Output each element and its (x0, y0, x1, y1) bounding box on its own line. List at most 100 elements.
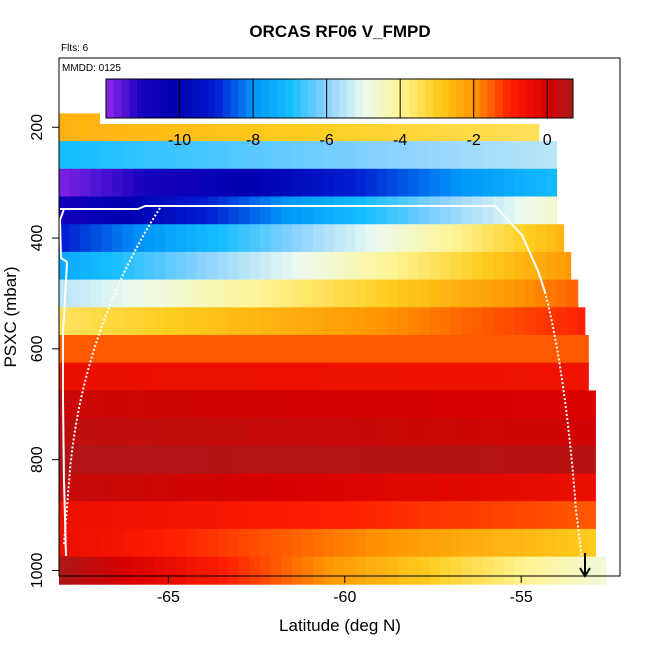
heatmap-cell (291, 251, 304, 280)
heatmap-cell (334, 168, 346, 197)
heatmap-cell (154, 473, 166, 502)
heatmap-cell (471, 418, 483, 447)
heatmap-cell (545, 251, 558, 280)
heatmap-cell (514, 362, 526, 391)
heatmap-cell (397, 473, 409, 502)
heatmap-cell (260, 528, 272, 558)
heatmap-cell (461, 141, 473, 170)
heatmap-cell (111, 418, 124, 447)
heatmap-cell (302, 445, 314, 474)
heatmap-cell (323, 141, 335, 170)
heatmap-cell (376, 113, 388, 142)
heatmap-cell (80, 307, 92, 336)
heatmap-cell (122, 445, 134, 474)
heatmap-cell (482, 528, 494, 558)
heatmap-cell (133, 390, 145, 419)
heatmap-cell (313, 113, 325, 142)
heatmap-cell (260, 362, 272, 391)
heatmap-cell (577, 390, 589, 419)
heatmap-cell (207, 556, 219, 585)
heatmap-cell (492, 279, 505, 308)
heatmap-cell (122, 418, 134, 447)
heatmap-cell (397, 501, 409, 530)
heatmap-cell (545, 168, 558, 197)
heatmap-cell (207, 307, 219, 336)
heatmap-cell (133, 279, 145, 308)
heatmap-cell (281, 307, 293, 336)
heatmap-cell (514, 501, 526, 530)
colorbar-tick-label: -6 (320, 132, 334, 149)
heatmap-cell (133, 556, 145, 585)
flight-track-left-edge (58, 208, 69, 557)
heatmap-cell (196, 307, 208, 336)
heatmap-cell (80, 445, 92, 474)
heatmap-cell (503, 113, 515, 142)
heatmap-cell (249, 113, 261, 142)
heatmap-cell (59, 390, 71, 419)
heatmap-cell (281, 501, 293, 530)
heatmap-cell (376, 556, 388, 585)
heatmap-cell (514, 556, 526, 585)
heatmap-cell (207, 196, 219, 225)
heatmap-cell (186, 168, 198, 197)
heatmap-cell (440, 141, 452, 170)
heatmap-cell (217, 113, 229, 142)
heatmap-cell (90, 556, 102, 585)
heatmap-cell (281, 418, 293, 447)
heatmap-cell (344, 473, 356, 502)
heatmap-cell (164, 251, 177, 280)
heatmap-cell (164, 141, 177, 170)
heatmap-cell (461, 362, 473, 391)
heatmap-cell (59, 362, 71, 391)
heatmap-cell (524, 307, 536, 336)
heatmap-cell (535, 390, 547, 419)
heatmap-cell (429, 141, 441, 170)
heatmap-cell (365, 251, 378, 280)
heatmap-cell (302, 307, 314, 336)
colorbar-segment (518, 79, 527, 118)
heatmap-cell (249, 224, 261, 253)
heatmap-cell (238, 390, 251, 419)
heatmap-cell (503, 307, 515, 336)
colorbar-segment (440, 79, 449, 118)
heatmap-cell (344, 224, 356, 253)
heatmap-cell (133, 141, 145, 170)
heatmap-cell (217, 224, 229, 253)
heatmap-cell (588, 473, 596, 502)
heatmap-cell (408, 168, 420, 197)
heatmap-cell (164, 279, 177, 308)
colorbar-segment (207, 79, 216, 118)
heatmap-cell (270, 445, 282, 474)
heatmap-cell (492, 224, 505, 253)
heatmap-cell (196, 196, 208, 225)
heatmap-cell (450, 362, 462, 391)
heatmap-cell (196, 501, 208, 530)
heatmap-cell (514, 251, 526, 280)
heatmap-cell (450, 168, 462, 197)
heatmap-cell (228, 473, 240, 502)
colorbar-segment (246, 79, 255, 118)
heatmap-cell (535, 196, 547, 225)
colorbar-segment (393, 79, 403, 118)
heatmap-cell (323, 418, 335, 447)
y-axis-label: PSXC (mbar) (1, 266, 20, 367)
heatmap-cell (450, 528, 462, 558)
heatmap-cell (450, 501, 462, 530)
heatmap-cell (514, 473, 526, 502)
heatmap-cell (492, 335, 505, 364)
heatmap-cell (228, 501, 240, 530)
heatmap-cell (302, 390, 314, 419)
heatmap-cell (365, 141, 378, 170)
colorbar-segment (168, 79, 177, 118)
heatmap-cell (133, 418, 145, 447)
heatmap-cell (524, 501, 536, 530)
heatmap-cell (397, 418, 409, 447)
heatmap-cell (471, 501, 483, 530)
heatmap-cell (376, 335, 388, 364)
colorbar-segment (448, 79, 457, 118)
heatmap-cell (164, 224, 177, 253)
heatmap-cell (492, 113, 505, 142)
heatmap-cell (418, 224, 431, 253)
heatmap-cell (418, 196, 431, 225)
heatmap-cell (365, 196, 378, 225)
